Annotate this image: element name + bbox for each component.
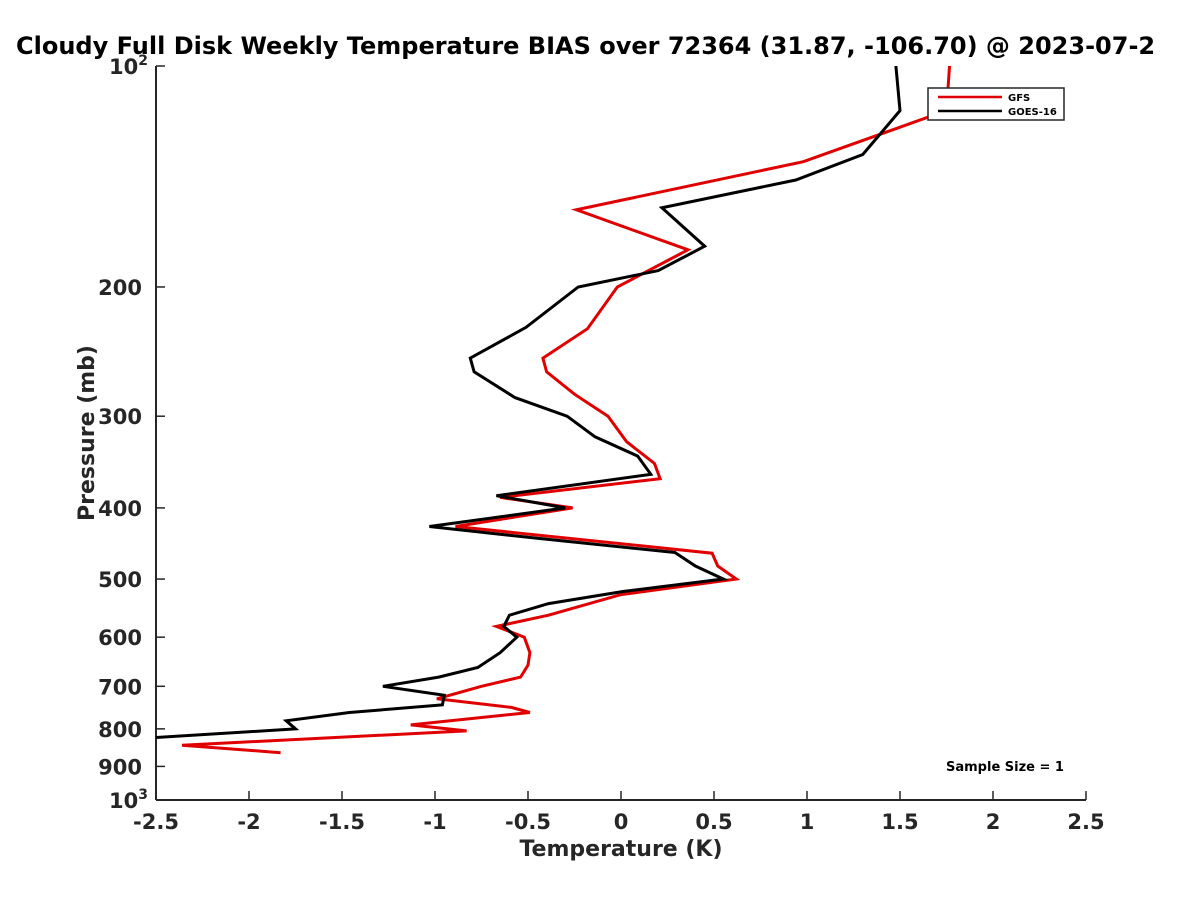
y-tick-label: 103 [109, 787, 148, 813]
sample-size-annotation: Sample Size = 1 [946, 760, 1064, 775]
x-tick-label: -1 [423, 810, 446, 834]
y-tick-label: 102 [109, 53, 148, 79]
x-axis-label: Temperature (K) [519, 837, 722, 862]
x-tick-label: 1 [800, 810, 815, 834]
x-tick-label: -2.5 [133, 810, 179, 834]
series-line-goes16 [156, 66, 902, 739]
y-axis-label: Pressure (mb) [75, 345, 100, 521]
legend-box [927, 87, 1065, 121]
series-layer [156, 66, 952, 755]
x-tick-label: 2 [986, 810, 1001, 834]
y-tick-label: 700 [98, 675, 142, 699]
chart-title: Cloudy Full Disk Weekly Temperature BIAS… [16, 32, 1155, 60]
y-tick-label: 500 [98, 568, 142, 592]
x-tick-label: 0 [614, 810, 629, 834]
y-tick-label: 800 [98, 718, 142, 742]
y-ticks: 102 200 300 400 500 600 700 800 900 103 [98, 53, 165, 813]
legend-label-goes16: GOES-16 [1008, 107, 1057, 118]
y-tick-label: 200 [98, 276, 142, 300]
x-tick-label: -2 [237, 810, 260, 834]
x-tick-label: 1.5 [881, 810, 918, 834]
y-tick-label: 900 [98, 755, 142, 779]
y-tick-label: 600 [98, 626, 142, 650]
x-tick-label: -1.5 [319, 810, 365, 834]
x-tick-label: -0.5 [505, 810, 551, 834]
y-tick-label: 400 [98, 497, 142, 521]
x-tick-label: 0.5 [695, 810, 732, 834]
y-tick-label: 300 [98, 405, 142, 429]
series-line-gfs [181, 66, 952, 755]
x-ticks: -2.5 -2 -1.5 -1 -0.5 0 0.5 1 1.5 2 2.5 [133, 791, 1105, 834]
legend: GFS GOES-16 [927, 87, 1065, 121]
legend-label-gfs: GFS [1008, 93, 1030, 104]
x-tick-label: 2.5 [1067, 810, 1104, 834]
